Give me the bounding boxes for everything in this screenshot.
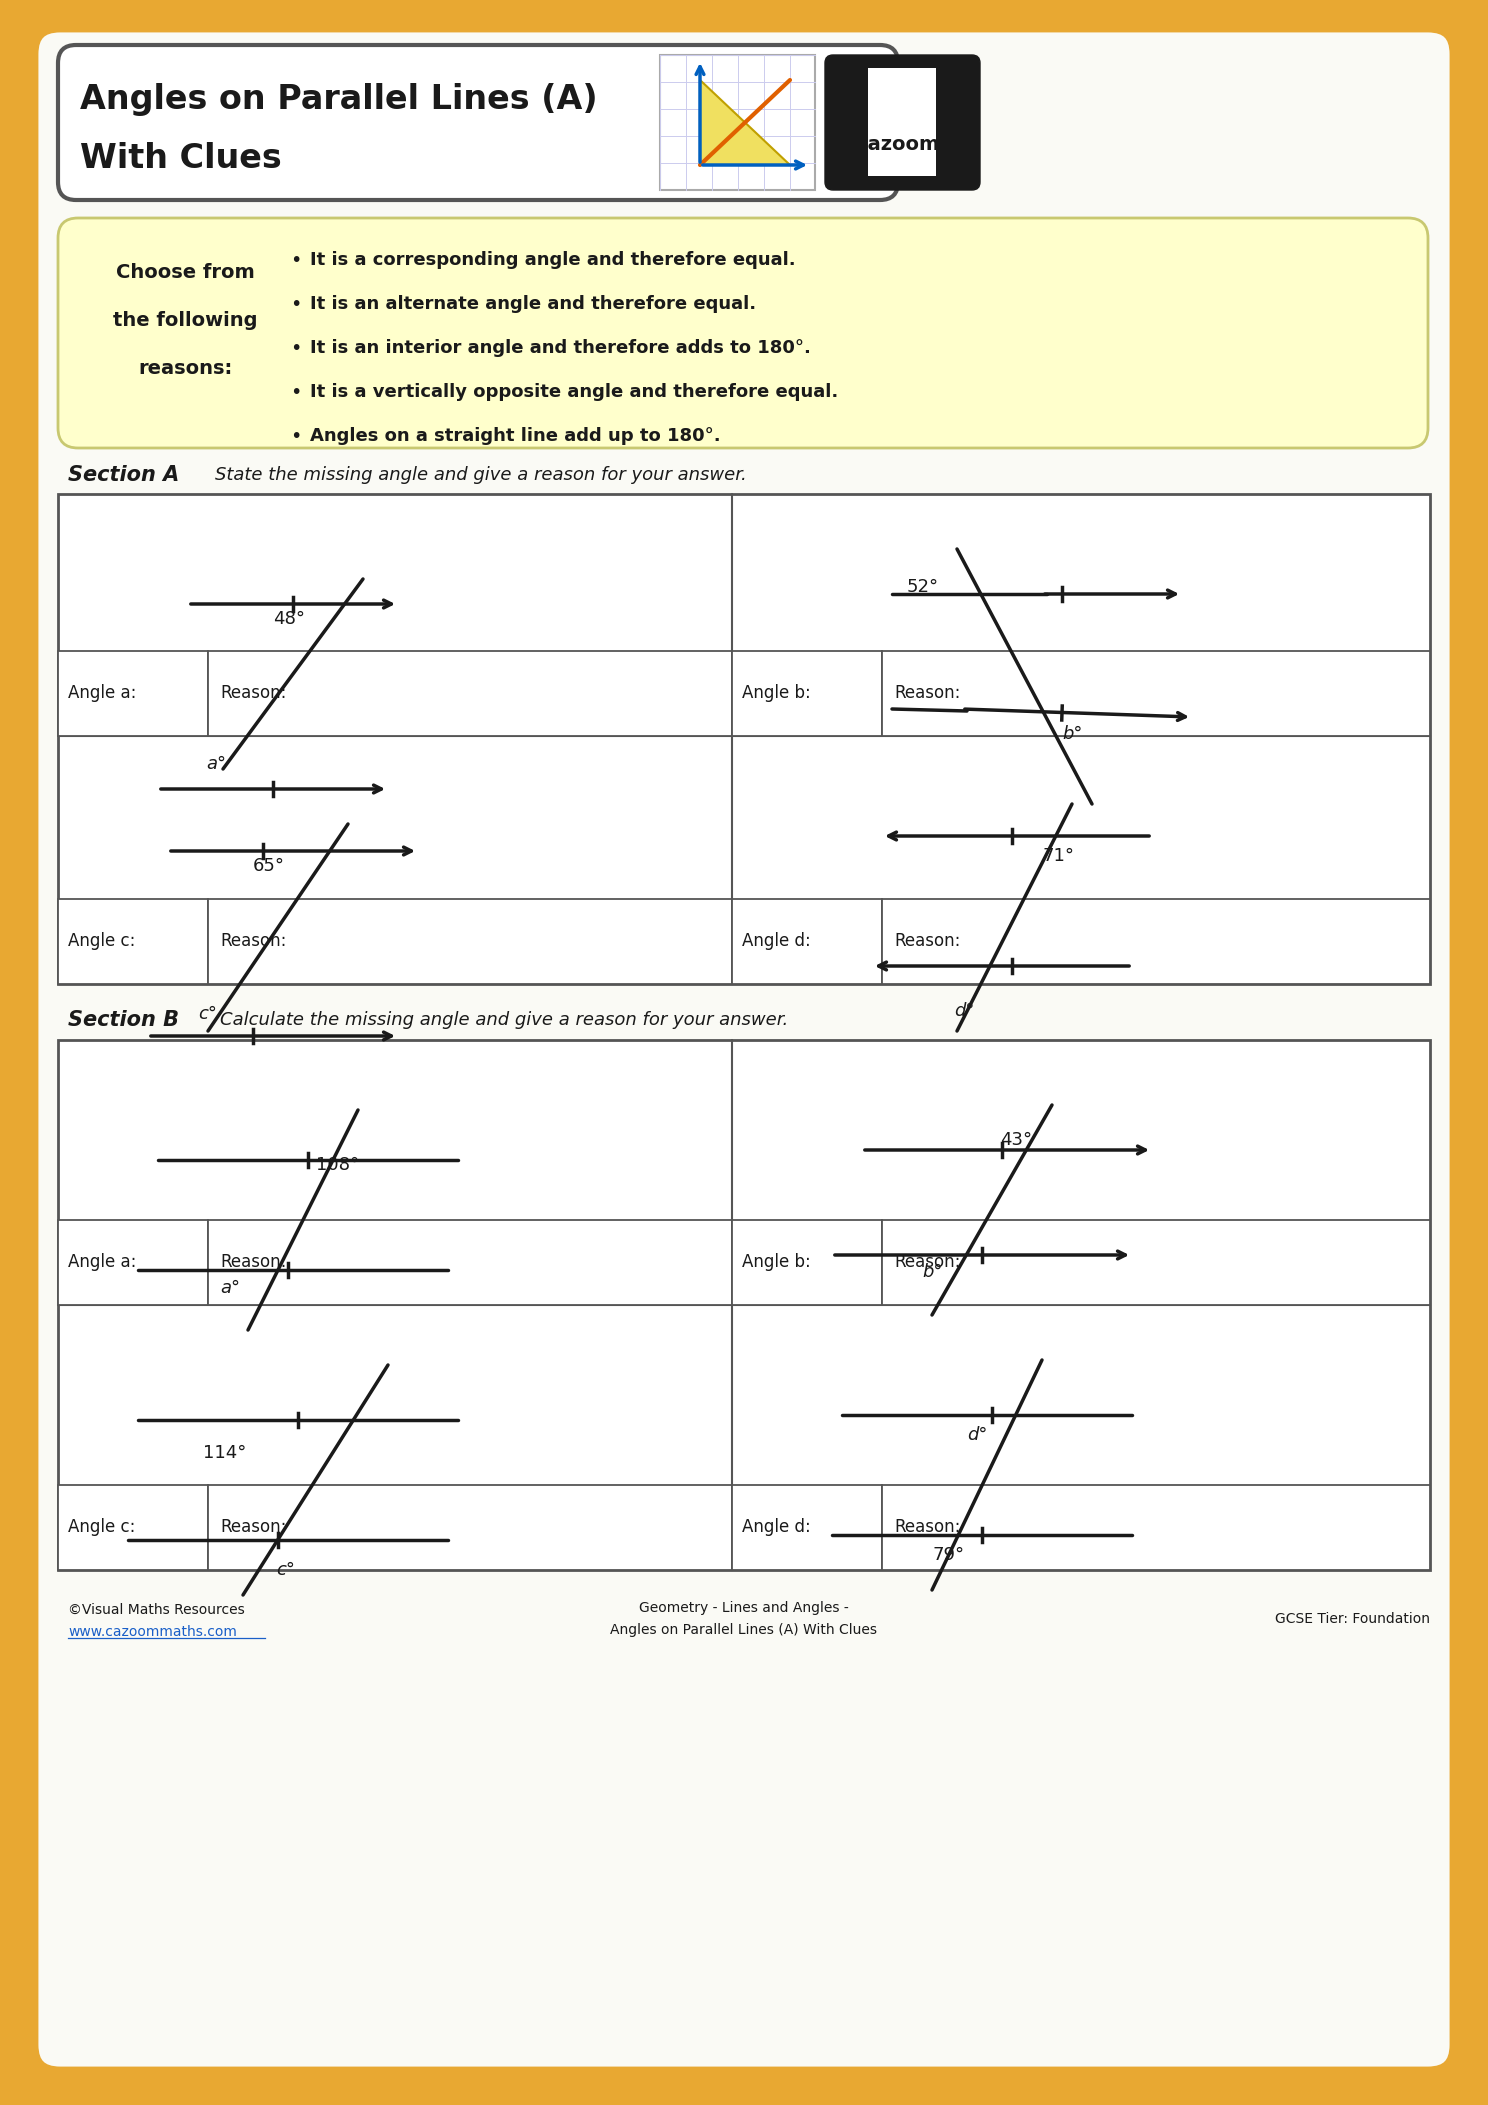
Text: Angle c:: Angle c: (68, 1518, 135, 1537)
Text: 108°: 108° (315, 1156, 359, 1175)
Text: 43°: 43° (1000, 1130, 1033, 1149)
Text: d°: d° (967, 1425, 988, 1444)
Text: Section A: Section A (68, 465, 179, 484)
Text: Angle a:: Angle a: (68, 1252, 137, 1271)
Bar (732, 899, 882, 983)
Bar (208, 650, 732, 737)
FancyBboxPatch shape (58, 44, 897, 200)
Bar (882, 1221, 1430, 1305)
Text: Reason:: Reason: (894, 933, 960, 949)
Polygon shape (699, 80, 790, 164)
Text: Choose from: Choose from (116, 263, 254, 282)
Text: It is a corresponding angle and therefore equal.: It is a corresponding angle and therefor… (310, 250, 796, 269)
Text: Angle c:: Angle c: (68, 933, 135, 949)
Text: Reason:: Reason: (894, 684, 960, 701)
Text: Angle b:: Angle b: (743, 684, 811, 701)
Text: GCSE Tier: Foundation: GCSE Tier: Foundation (1275, 1612, 1430, 1625)
Text: a°: a° (220, 1280, 240, 1297)
Bar (208, 1484, 732, 1570)
Text: 114°: 114° (202, 1444, 247, 1463)
Text: Reason:: Reason: (220, 684, 286, 701)
Text: www.cazoommaths.com: www.cazoommaths.com (68, 1625, 237, 1640)
Text: d°: d° (954, 1002, 975, 1021)
Text: Reason:: Reason: (220, 1518, 286, 1537)
Text: a°: a° (205, 756, 226, 773)
Bar (732, 1221, 882, 1305)
Text: 65°: 65° (253, 857, 286, 876)
Text: With Clues: With Clues (80, 141, 281, 175)
Text: Calculate the missing angle and give a reason for your answer.: Calculate the missing angle and give a r… (220, 1010, 789, 1029)
Text: It is a vertically opposite angle and therefore equal.: It is a vertically opposite angle and th… (310, 383, 838, 400)
Bar (58, 899, 208, 983)
Text: •: • (290, 339, 302, 358)
Text: Reason:: Reason: (894, 1252, 960, 1271)
Text: Geometry - Lines and Angles -: Geometry - Lines and Angles - (640, 1602, 848, 1615)
Text: b°: b° (1062, 724, 1082, 743)
Text: State the missing angle and give a reason for your answer.: State the missing angle and give a reaso… (214, 465, 747, 484)
Bar (58, 650, 208, 737)
FancyBboxPatch shape (824, 55, 981, 189)
Text: ©Visual Maths Resources: ©Visual Maths Resources (68, 1604, 244, 1617)
Text: 52°: 52° (908, 579, 939, 596)
Bar (868, 67, 936, 177)
Text: Reason:: Reason: (220, 933, 286, 949)
Text: Reason:: Reason: (894, 1518, 960, 1537)
Bar (882, 899, 1430, 983)
Text: •: • (290, 427, 302, 446)
Text: Angles on Parallel Lines (A) With Clues: Angles on Parallel Lines (A) With Clues (610, 1623, 878, 1638)
FancyBboxPatch shape (58, 219, 1428, 448)
Text: Angle a:: Angle a: (68, 684, 137, 701)
Bar (882, 1484, 1430, 1570)
Text: 71°: 71° (1042, 846, 1074, 865)
Bar (208, 1221, 732, 1305)
Text: Reason:: Reason: (220, 1252, 286, 1271)
Bar (58, 1221, 208, 1305)
Text: Angle b:: Angle b: (743, 1252, 811, 1271)
Bar (58, 495, 1430, 983)
Text: Angle d:: Angle d: (743, 1518, 811, 1537)
Text: Angles on a straight line add up to 180°.: Angles on a straight line add up to 180°… (310, 427, 720, 444)
Text: cazoom!: cazoom! (856, 135, 948, 154)
Text: •: • (290, 295, 302, 314)
Bar (661, 55, 815, 189)
Bar (732, 1484, 882, 1570)
FancyBboxPatch shape (28, 21, 1460, 2078)
Text: the following: the following (113, 312, 257, 330)
Text: Angle d:: Angle d: (743, 933, 811, 949)
Bar (208, 899, 732, 983)
Text: It is an alternate angle and therefore equal.: It is an alternate angle and therefore e… (310, 295, 756, 314)
Text: Angles on Parallel Lines (A): Angles on Parallel Lines (A) (80, 84, 598, 116)
Text: c°: c° (198, 1004, 217, 1023)
Text: reasons:: reasons: (138, 358, 232, 377)
Bar (58, 1484, 208, 1570)
Text: b°: b° (923, 1263, 942, 1282)
Text: c°: c° (275, 1562, 295, 1579)
Text: •: • (290, 383, 302, 402)
Bar (882, 650, 1430, 737)
Text: It is an interior angle and therefore adds to 180°.: It is an interior angle and therefore ad… (310, 339, 811, 358)
Bar (732, 650, 882, 737)
Bar (58, 1040, 1430, 1570)
Text: 79°: 79° (931, 1545, 964, 1564)
Text: 48°: 48° (272, 610, 305, 627)
Text: Section B: Section B (68, 1010, 179, 1029)
Text: •: • (290, 250, 302, 269)
